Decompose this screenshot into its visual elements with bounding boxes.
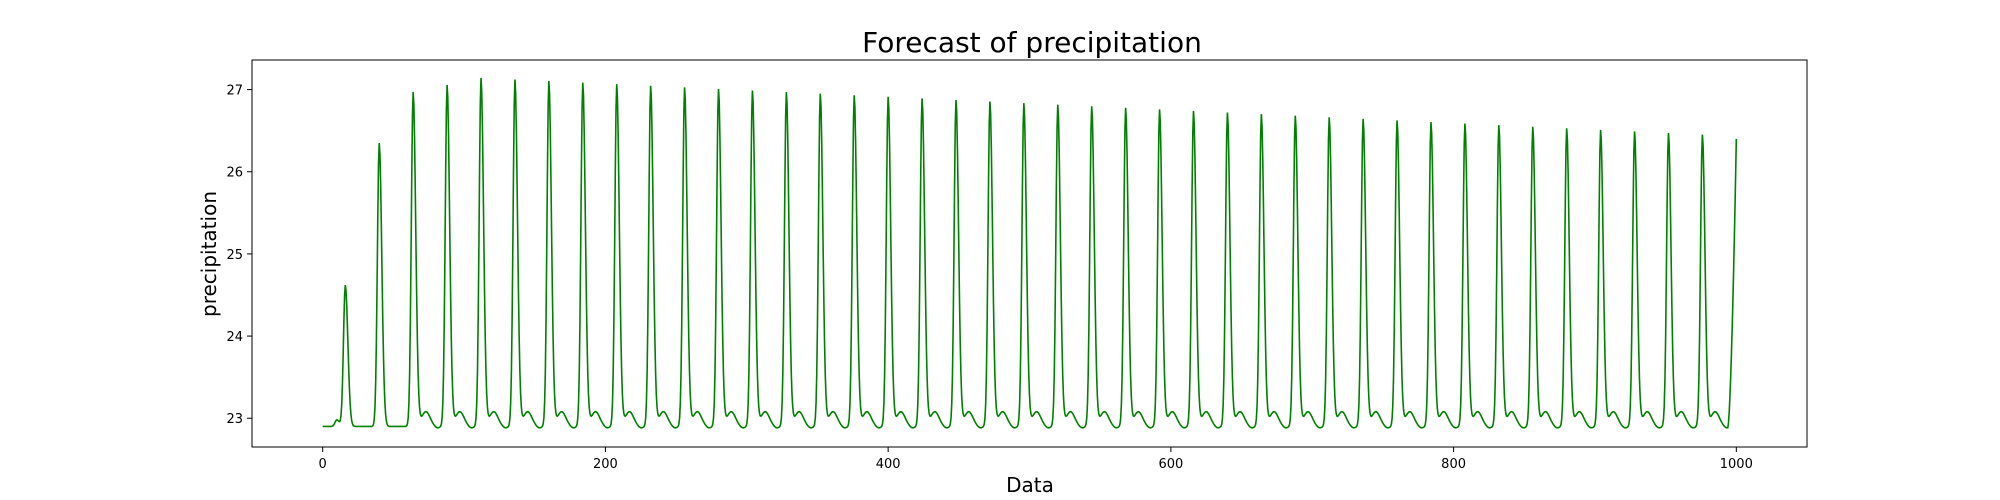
x-tick-label: 400 [876,457,901,472]
x-axis-ticks: 0 200 400 600 800 1000 [319,447,1753,472]
x-axis-label: Data [1006,473,1054,497]
y-axis-ticks: 23 24 25 26 27 [226,84,252,427]
x-tick-label: 1000 [1720,457,1753,472]
x-tick-label: 0 [319,457,327,472]
x-tick-label: 800 [1441,457,1466,472]
forecast-line [322,77,1738,429]
y-tick-label: 27 [226,84,243,99]
y-axis-label: precipitation [197,191,221,317]
y-tick-label: 23 [226,412,243,427]
x-tick-label: 200 [593,457,618,472]
chart-title: Forecast of precipitation [862,26,1202,59]
x-tick-label: 600 [1158,457,1183,472]
y-tick-label: 24 [226,330,243,345]
plot-area [322,77,1738,429]
y-tick-label: 26 [226,166,243,181]
y-tick-label: 25 [226,248,243,263]
